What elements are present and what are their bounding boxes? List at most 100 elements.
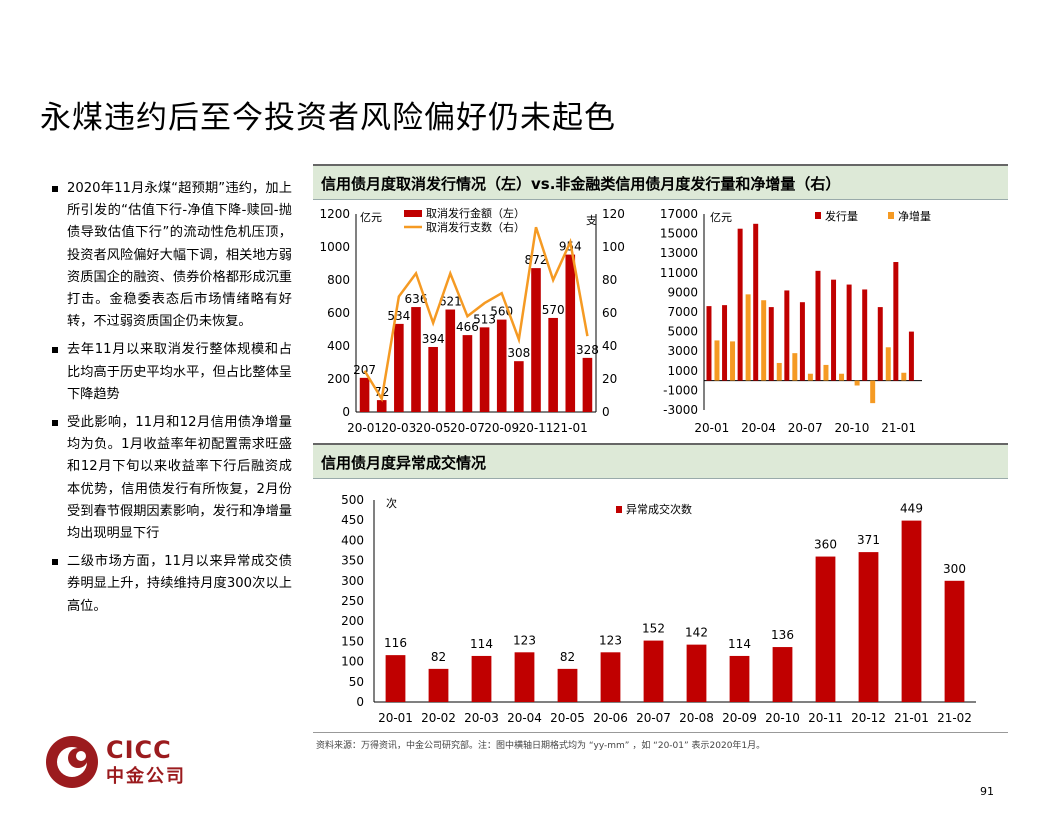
footnote-divider (313, 732, 1008, 733)
bar (557, 668, 578, 702)
x-tick-label: 20-01 (347, 421, 382, 435)
y-tick-label: 100 (341, 655, 364, 669)
y-tick-label: 250 (341, 594, 364, 608)
data-label: 449 (900, 502, 923, 516)
data-label: 466 (456, 320, 479, 334)
data-label: 136 (771, 628, 794, 642)
legend-label: 取消发行金额（左） (426, 206, 525, 220)
data-label: 114 (728, 637, 751, 651)
bar-net (807, 373, 813, 381)
bullet-item: 去年11月以来取消发行整体规模和占比均高于历史平均水平，但占比整体呈下降趋势 (52, 339, 292, 406)
bar (479, 327, 490, 412)
y-tick-label-right: 80 (602, 273, 617, 287)
data-label: 371 (857, 533, 880, 547)
y-tick-label-left: 1000 (319, 240, 350, 254)
bullet-item: 二级市场方面，11月以来异常成交债券明显上升，持续维持月度300次以上高位。 (52, 551, 292, 618)
data-label: 142 (685, 626, 708, 640)
page-number: 91 (980, 785, 994, 798)
bar (471, 655, 492, 702)
bar (514, 361, 524, 412)
bar (428, 346, 438, 412)
bar (462, 335, 473, 412)
data-label: 328 (576, 343, 599, 357)
legend-label: 取消发行支数（右） (426, 220, 525, 234)
bar-issuance (706, 306, 712, 381)
bar (411, 307, 421, 412)
logo-text-cicc: CICC (106, 736, 172, 764)
y-tick-label: 500 (341, 493, 364, 507)
bar-net (730, 341, 736, 381)
bar-issuance (722, 305, 728, 381)
bar-net (761, 300, 767, 381)
y-tick-label-right: 120 (602, 207, 625, 221)
x-tick-label: 20-11 (519, 421, 554, 435)
data-label: 152 (642, 622, 665, 636)
x-tick-label: 21-02 (937, 711, 972, 725)
x-tick-label: 20-09 (484, 421, 519, 435)
y-tick-label: 200 (341, 614, 364, 628)
x-tick-label: 20-04 (741, 421, 776, 435)
bar-issuance (737, 228, 743, 381)
bar-net (839, 373, 845, 381)
data-label: 570 (542, 303, 565, 317)
y-tick-label: -3000 (663, 403, 698, 417)
legend-swatch-net (888, 212, 894, 219)
legend-label: 发行量 (825, 209, 858, 223)
panel1-title: 信用债月度取消发行情况（左）vs.非金融类信用债月度发行量和净增量（右） (313, 164, 1008, 200)
x-tick-label: 21-01 (881, 421, 916, 435)
data-label: 114 (470, 637, 493, 651)
bar (686, 644, 707, 702)
data-label: 207 (353, 363, 376, 377)
y-axis-unit-right: 支 (586, 214, 597, 227)
y-tick-label: -1000 (663, 383, 698, 397)
page-title: 永煤违约后至今投资者风险偏好仍未起色 (40, 100, 616, 136)
bar (772, 647, 793, 702)
bar-issuance (908, 331, 914, 381)
bar-net (901, 372, 907, 381)
y-tick-label-right: 0 (602, 405, 610, 419)
cicc-logo-icon (46, 736, 98, 788)
bar (385, 655, 406, 702)
bar (901, 520, 922, 702)
y-tick-label: 50 (349, 675, 364, 689)
cancel-issuance-chart: 0 200 400 600 800 1000 1200 0 20 40 60 80 100 120 亿元 支 2… (319, 206, 625, 435)
bar (815, 556, 836, 702)
bar (359, 377, 370, 412)
x-tick-label: 20-10 (765, 711, 800, 725)
bar-net (823, 364, 829, 381)
x-tick-label: 20-09 (722, 711, 757, 725)
y-tick-label: 400 (341, 533, 364, 547)
y-tick-label: 450 (341, 513, 364, 527)
x-tick-label: 20-11 (808, 711, 843, 725)
bar (496, 319, 507, 412)
data-label: 123 (599, 633, 622, 647)
bar (643, 640, 664, 702)
bar (531, 268, 541, 412)
y-tick-label-right: 60 (602, 306, 617, 320)
bar-net (792, 353, 798, 381)
legend-label: 净增量 (898, 209, 931, 223)
bar-net (776, 362, 782, 381)
data-label: 82 (431, 650, 446, 664)
x-tick-label: 20-07 (788, 421, 823, 435)
x-tick-label: 20-02 (421, 711, 456, 725)
bar (445, 309, 456, 412)
bar (944, 580, 965, 702)
legend-swatch-bar (404, 210, 422, 217)
bar-issuance (799, 302, 805, 381)
y-tick-label: 7000 (667, 305, 698, 319)
y-tick-label: 150 (341, 634, 364, 648)
panel2-title: 信用债月度异常成交情况 (313, 443, 1008, 479)
data-label: 123 (513, 633, 536, 647)
y-axis-unit: 次 (386, 496, 397, 510)
x-tick-label: 20-07 (450, 421, 485, 435)
y-tick-label: 0 (356, 695, 364, 709)
x-tick-label: 20-03 (464, 711, 499, 725)
y-tick-label-left: 1200 (319, 207, 350, 221)
bar-issuance (815, 270, 821, 381)
y-tick-label: 17000 (660, 207, 698, 221)
y-tick-label-right: 100 (602, 240, 625, 254)
data-label: 360 (814, 538, 837, 552)
y-tick-label-left: 600 (327, 306, 350, 320)
data-label: 308 (507, 346, 530, 360)
